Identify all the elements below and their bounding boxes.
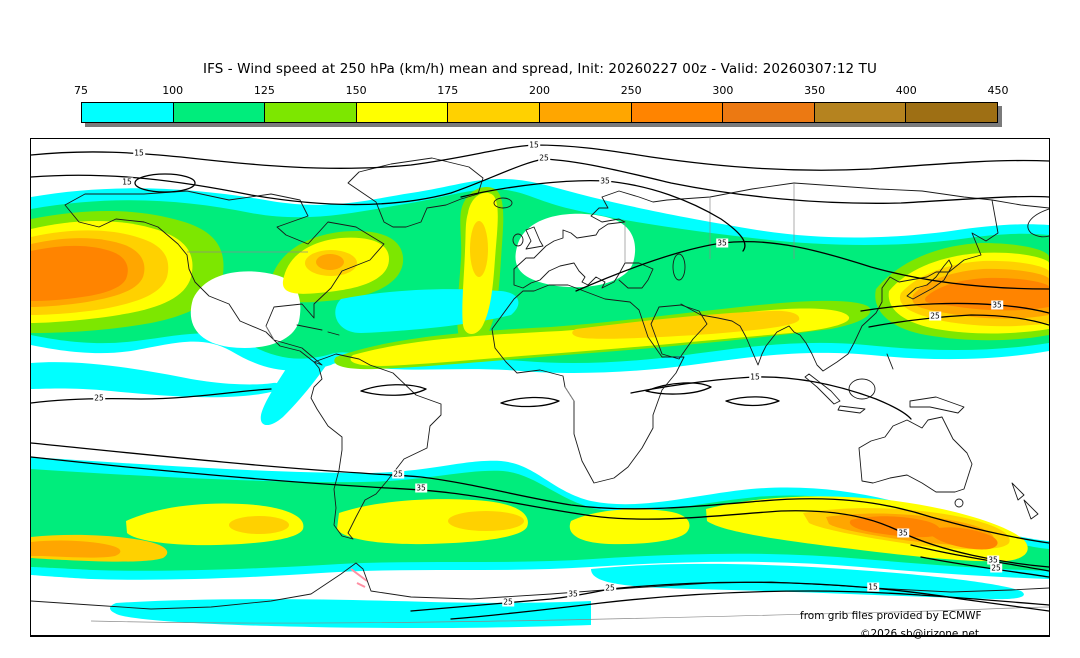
colorbar <box>81 102 998 123</box>
contour-label-25: 25 <box>990 563 1002 573</box>
attribution-copyright: ©2026 sb@irizone.net <box>860 628 979 640</box>
colorbar-segment-200-250 <box>539 103 632 122</box>
colorbar-tick-200: 200 <box>529 84 550 97</box>
colorbar-tick-350: 350 <box>804 84 826 97</box>
contour-label-35: 35 <box>567 589 579 599</box>
contour-label-15: 15 <box>133 148 145 158</box>
contour-label-15: 15 <box>749 372 761 382</box>
colorbar-tick-100: 100 <box>162 84 184 97</box>
colorbar-tick-450: 450 <box>987 84 1009 97</box>
world-map-svg <box>31 144 1049 629</box>
wind-speed-fill-south <box>31 457 1049 629</box>
contour-label-25: 25 <box>392 469 404 479</box>
contour-label-35: 35 <box>897 528 909 538</box>
colorbar-segment-300-350 <box>723 103 815 122</box>
colorbar-tick-125: 125 <box>253 84 275 97</box>
colorbar-segment-150-175 <box>356 103 449 122</box>
colorbar-tick-300: 300 <box>712 84 734 97</box>
colorbar-tick-175: 175 <box>437 84 459 97</box>
colorbar-segment-250-300 <box>631 103 724 122</box>
page-title: IFS - Wind speed at 250 hPa (km/h) mean … <box>203 61 877 77</box>
country-borders <box>90 183 1049 624</box>
colorbar-tick-75: 75 <box>74 84 88 97</box>
world-map: 15 15 15 25 35 35 35 25 15 25 25 35 35 35 25 15 25 35 25 <box>30 138 1050 637</box>
contour-label-15: 15 <box>121 177 133 187</box>
colorbar-segment-175-200 <box>448 103 540 122</box>
colorbar-tick-250: 250 <box>620 84 642 97</box>
colorbar-tick-labels: 75 100 125 150 175 200 250 300 350 400 450 <box>74 84 1009 98</box>
contour-label-25: 25 <box>929 311 941 321</box>
colorbar-segment-350-400 <box>814 103 907 122</box>
contour-label-layer: 15 15 15 25 35 35 35 25 15 25 25 35 35 35 25 15 25 35 25 <box>31 139 1049 635</box>
colorbar-segment-100-125 <box>173 103 266 122</box>
contour-label-25: 25 <box>93 393 105 403</box>
contour-label-25: 25 <box>604 583 616 593</box>
contour-label-35: 35 <box>716 238 728 248</box>
colorbar-segment-125-150 <box>265 103 357 122</box>
contour-label-35: 35 <box>991 300 1003 310</box>
contour-label-35: 35 <box>415 483 427 493</box>
colorbar-tick-150: 150 <box>345 84 367 97</box>
contour-label-35: 35 <box>987 555 999 565</box>
contour-label-15: 15 <box>867 582 879 592</box>
attribution-source: from grib files provided by ECMWF <box>800 610 982 622</box>
contour-label-25: 25 <box>538 153 550 163</box>
colorbar-segment-75-100 <box>82 103 174 122</box>
contour-label-15: 15 <box>528 140 540 150</box>
contour-label-25: 25 <box>502 597 514 607</box>
colorbar-tick-400: 400 <box>895 84 917 97</box>
contour-label-35: 35 <box>599 176 611 186</box>
colorbar-segment-400-450 <box>906 103 997 122</box>
